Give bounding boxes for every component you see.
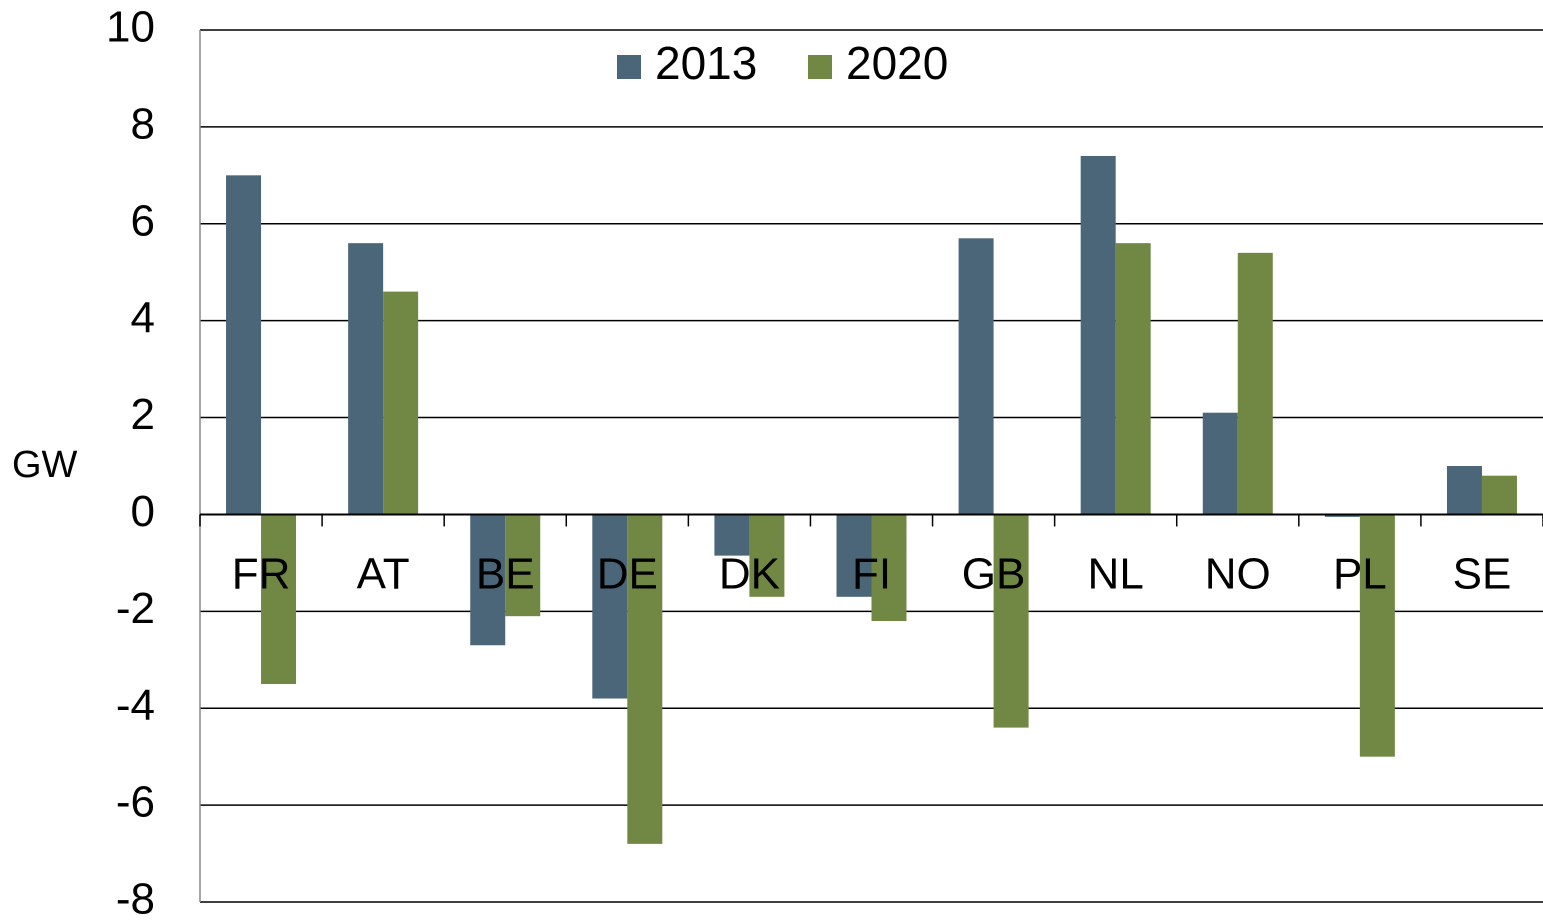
bar (1481, 475, 1517, 515)
bar (1446, 466, 1482, 515)
bar (1115, 243, 1151, 515)
legend-swatch (808, 55, 832, 79)
bar (261, 514, 297, 684)
legend-swatch (617, 55, 641, 79)
x-tick-label: NL (1088, 550, 1144, 599)
bar (1359, 514, 1395, 757)
y-tick-label: -8 (116, 875, 155, 920)
bar (958, 238, 994, 515)
x-tick-label: BE (476, 550, 535, 599)
bar (470, 514, 506, 646)
y-tick-label: 0 (131, 487, 155, 536)
x-tick-label: NO (1205, 550, 1271, 599)
y-tick-label: 4 (131, 293, 155, 342)
y-axis-title: GW (12, 444, 78, 486)
legend-label: 2020 (846, 37, 948, 89)
bar (1324, 514, 1360, 517)
bar (836, 514, 872, 597)
bar (871, 514, 907, 622)
y-tick-label: 10 (106, 3, 155, 52)
x-tick-label: DE (597, 550, 658, 599)
y-tick-label: -4 (116, 681, 155, 730)
x-tick-label: AT (357, 550, 410, 599)
y-tick-label: -2 (116, 584, 155, 633)
x-tick-label: PL (1333, 550, 1387, 599)
x-tick-label: FR (232, 550, 291, 599)
bar (505, 514, 541, 617)
legend-label: 2013 (655, 37, 757, 89)
x-tick-label: GB (962, 550, 1026, 599)
bar (1202, 412, 1238, 515)
x-tick-label: DK (719, 550, 780, 599)
bar (993, 514, 1029, 728)
x-tick-label: FI (852, 550, 891, 599)
x-tick-label: SE (1453, 550, 1512, 599)
bar (627, 514, 663, 844)
bar (1237, 252, 1273, 515)
y-tick-label: 6 (131, 196, 155, 245)
bar (592, 514, 628, 699)
y-tick-label: 2 (131, 390, 155, 439)
bar (714, 514, 750, 556)
bar (226, 175, 262, 515)
y-tick-label: -6 (116, 778, 155, 827)
y-tick-label: 8 (131, 100, 155, 149)
bar (1080, 155, 1116, 515)
bar (348, 243, 384, 515)
bar (749, 514, 785, 597)
bar (383, 291, 419, 515)
